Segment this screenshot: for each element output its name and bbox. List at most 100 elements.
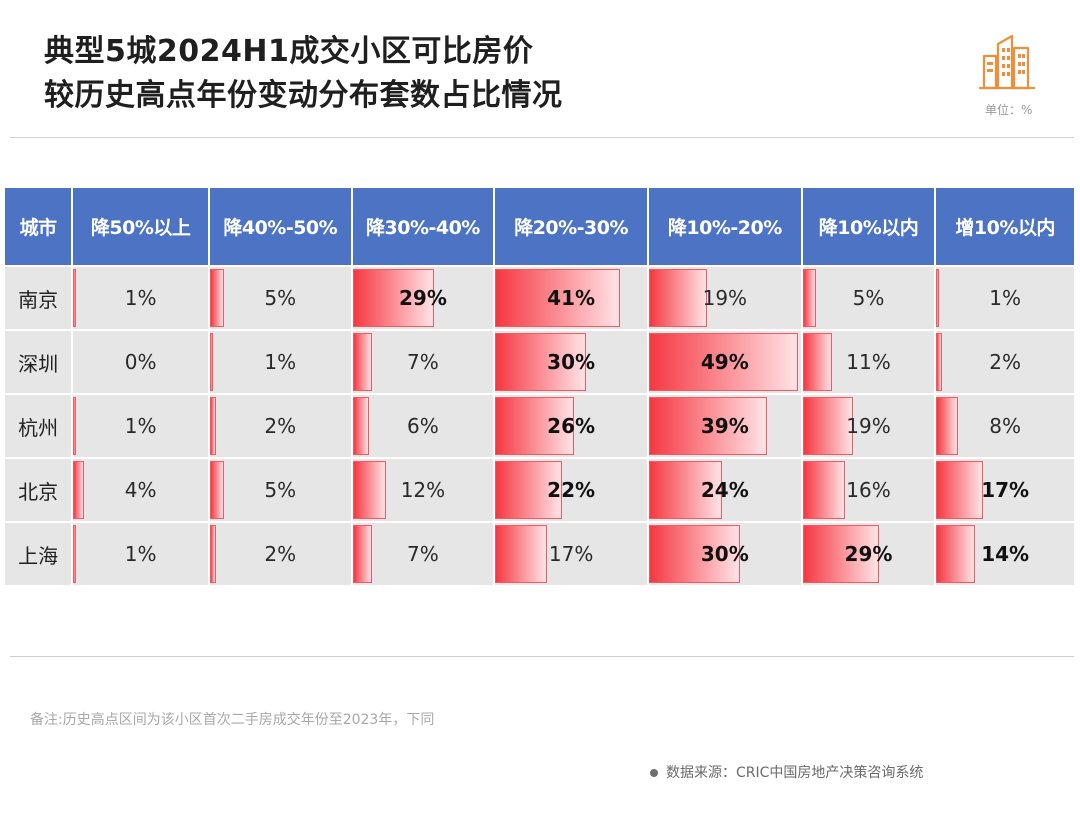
value-bar bbox=[802, 397, 853, 455]
value-cell: 2% bbox=[936, 331, 1074, 393]
value-label: 22% bbox=[547, 478, 596, 502]
table-row: 南京 1% 5% 29% 41% 19% 5% 1% bbox=[5, 267, 1074, 329]
footnote: 备注:历史高点区间为该小区首次二手房成交年份至2023年，下同 bbox=[30, 712, 435, 728]
value-bar bbox=[73, 397, 76, 455]
chart-title: 典型5城2024H1成交小区可比房价 较历史高点年份变动分布套数占比情况 bbox=[44, 30, 563, 118]
value-bar bbox=[73, 461, 85, 519]
value-label: 1% bbox=[989, 286, 1022, 310]
value-bar bbox=[209, 397, 216, 455]
value-cell: 17% bbox=[495, 523, 647, 585]
top-divider bbox=[10, 137, 1074, 138]
value-cell: 1% bbox=[209, 331, 351, 393]
value-bar bbox=[936, 525, 975, 583]
value-bar bbox=[495, 269, 620, 327]
value-bar bbox=[209, 461, 224, 519]
value-cell: 1% bbox=[936, 267, 1074, 329]
chart-title-line1: 典型5城2024H1成交小区可比房价 bbox=[44, 34, 534, 69]
value-label: 14% bbox=[981, 542, 1030, 566]
value-label: 39% bbox=[700, 414, 749, 438]
table-row: 北京 4% 5% 12% 22% 24% 16% 17% bbox=[5, 459, 1074, 521]
value-cell: 0% bbox=[73, 331, 208, 393]
header-row: 城市 降50%以上 降40%-50% 降30%-40% 降20%-30% 降10… bbox=[5, 188, 1074, 265]
value-bar bbox=[209, 333, 213, 391]
value-bar bbox=[352, 269, 435, 327]
value-label: 2% bbox=[989, 350, 1022, 374]
value-label: 2% bbox=[264, 414, 297, 438]
header-col-1: 降50%以上 bbox=[73, 188, 208, 265]
value-bar bbox=[802, 269, 816, 327]
header-city: 城市 bbox=[5, 188, 72, 265]
value-cell: 29% bbox=[802, 523, 935, 585]
value-label: 30% bbox=[700, 542, 749, 566]
value-label: 0% bbox=[124, 350, 157, 374]
value-bar bbox=[648, 333, 798, 391]
value-label: 2% bbox=[264, 542, 297, 566]
value-bar bbox=[352, 333, 373, 391]
city-cell: 上海 bbox=[5, 523, 72, 585]
value-bar bbox=[648, 397, 768, 455]
table-row: 杭州 1% 2% 6% 26% 39% 19% 8% bbox=[5, 395, 1074, 457]
value-cell: 8% bbox=[936, 395, 1074, 457]
value-label: 24% bbox=[700, 478, 749, 502]
value-label: 29% bbox=[398, 286, 447, 310]
value-label: 8% bbox=[989, 414, 1022, 438]
header-col-3: 降30%-40% bbox=[352, 188, 494, 265]
value-label: 26% bbox=[547, 414, 596, 438]
data-table: 城市 降50%以上 降40%-50% 降30%-40% 降20%-30% 降10… bbox=[3, 186, 1076, 587]
table-body: 南京 1% 5% 29% 41% 19% 5% 1% 深圳 0% 1% 7% 30% 49% 11% 2% 杭州… bbox=[5, 267, 1074, 585]
value-bar bbox=[209, 269, 224, 327]
value-label: 17% bbox=[981, 478, 1030, 502]
city-cell: 杭州 bbox=[5, 395, 72, 457]
value-label: 5% bbox=[264, 286, 297, 310]
value-label: 1% bbox=[124, 286, 157, 310]
value-label: 1% bbox=[124, 414, 157, 438]
value-label: 41% bbox=[547, 286, 596, 310]
value-label: 5% bbox=[264, 478, 297, 502]
value-label: 1% bbox=[124, 542, 157, 566]
value-cell: 5% bbox=[209, 267, 351, 329]
city-cell: 深圳 bbox=[5, 331, 72, 393]
value-label: 19% bbox=[702, 286, 748, 310]
value-label: 6% bbox=[407, 414, 439, 438]
value-cell: 19% bbox=[648, 267, 801, 329]
value-cell: 5% bbox=[802, 267, 935, 329]
value-cell: 30% bbox=[495, 331, 647, 393]
value-cell: 12% bbox=[352, 459, 494, 521]
value-bar bbox=[936, 461, 984, 519]
value-cell: 5% bbox=[209, 459, 351, 521]
header-col-2: 降40%-50% bbox=[209, 188, 351, 265]
value-cell: 2% bbox=[209, 523, 351, 585]
value-cell: 11% bbox=[802, 331, 935, 393]
value-label: 16% bbox=[846, 478, 891, 502]
value-cell: 6% bbox=[352, 395, 494, 457]
header-col-5: 降10%-20% bbox=[648, 188, 801, 265]
value-cell: 49% bbox=[648, 331, 801, 393]
value-bar bbox=[802, 525, 880, 583]
table-row: 上海 1% 2% 7% 17% 30% 29% 14% bbox=[5, 523, 1074, 585]
data-source: 数据来源：CRIC中国房地产决策咨询系统 bbox=[650, 762, 923, 782]
value-label: 49% bbox=[700, 350, 749, 374]
value-bar bbox=[495, 333, 587, 391]
value-cell: 14% bbox=[936, 523, 1074, 585]
city-cell: 南京 bbox=[5, 267, 72, 329]
value-cell: 22% bbox=[495, 459, 647, 521]
value-label: 29% bbox=[844, 542, 893, 566]
value-bar bbox=[209, 525, 216, 583]
data-source-text: 数据来源：CRIC中国房地产决策咨询系统 bbox=[666, 765, 924, 781]
value-label: 7% bbox=[407, 350, 439, 374]
value-cell: 7% bbox=[352, 523, 494, 585]
value-bar bbox=[936, 397, 959, 455]
value-cell: 1% bbox=[73, 395, 208, 457]
value-cell: 1% bbox=[73, 523, 208, 585]
city-cell: 北京 bbox=[5, 459, 72, 521]
header-col-4: 降20%-30% bbox=[495, 188, 647, 265]
value-label: 4% bbox=[124, 478, 157, 502]
value-bar bbox=[802, 333, 832, 391]
value-cell: 30% bbox=[648, 523, 801, 585]
header-col-7: 增10%以内 bbox=[936, 188, 1074, 265]
value-bar bbox=[648, 461, 722, 519]
value-cell: 4% bbox=[73, 459, 208, 521]
table-row: 深圳 0% 1% 7% 30% 49% 11% 2% bbox=[5, 331, 1074, 393]
value-label: 17% bbox=[548, 542, 594, 566]
value-bar bbox=[73, 525, 76, 583]
